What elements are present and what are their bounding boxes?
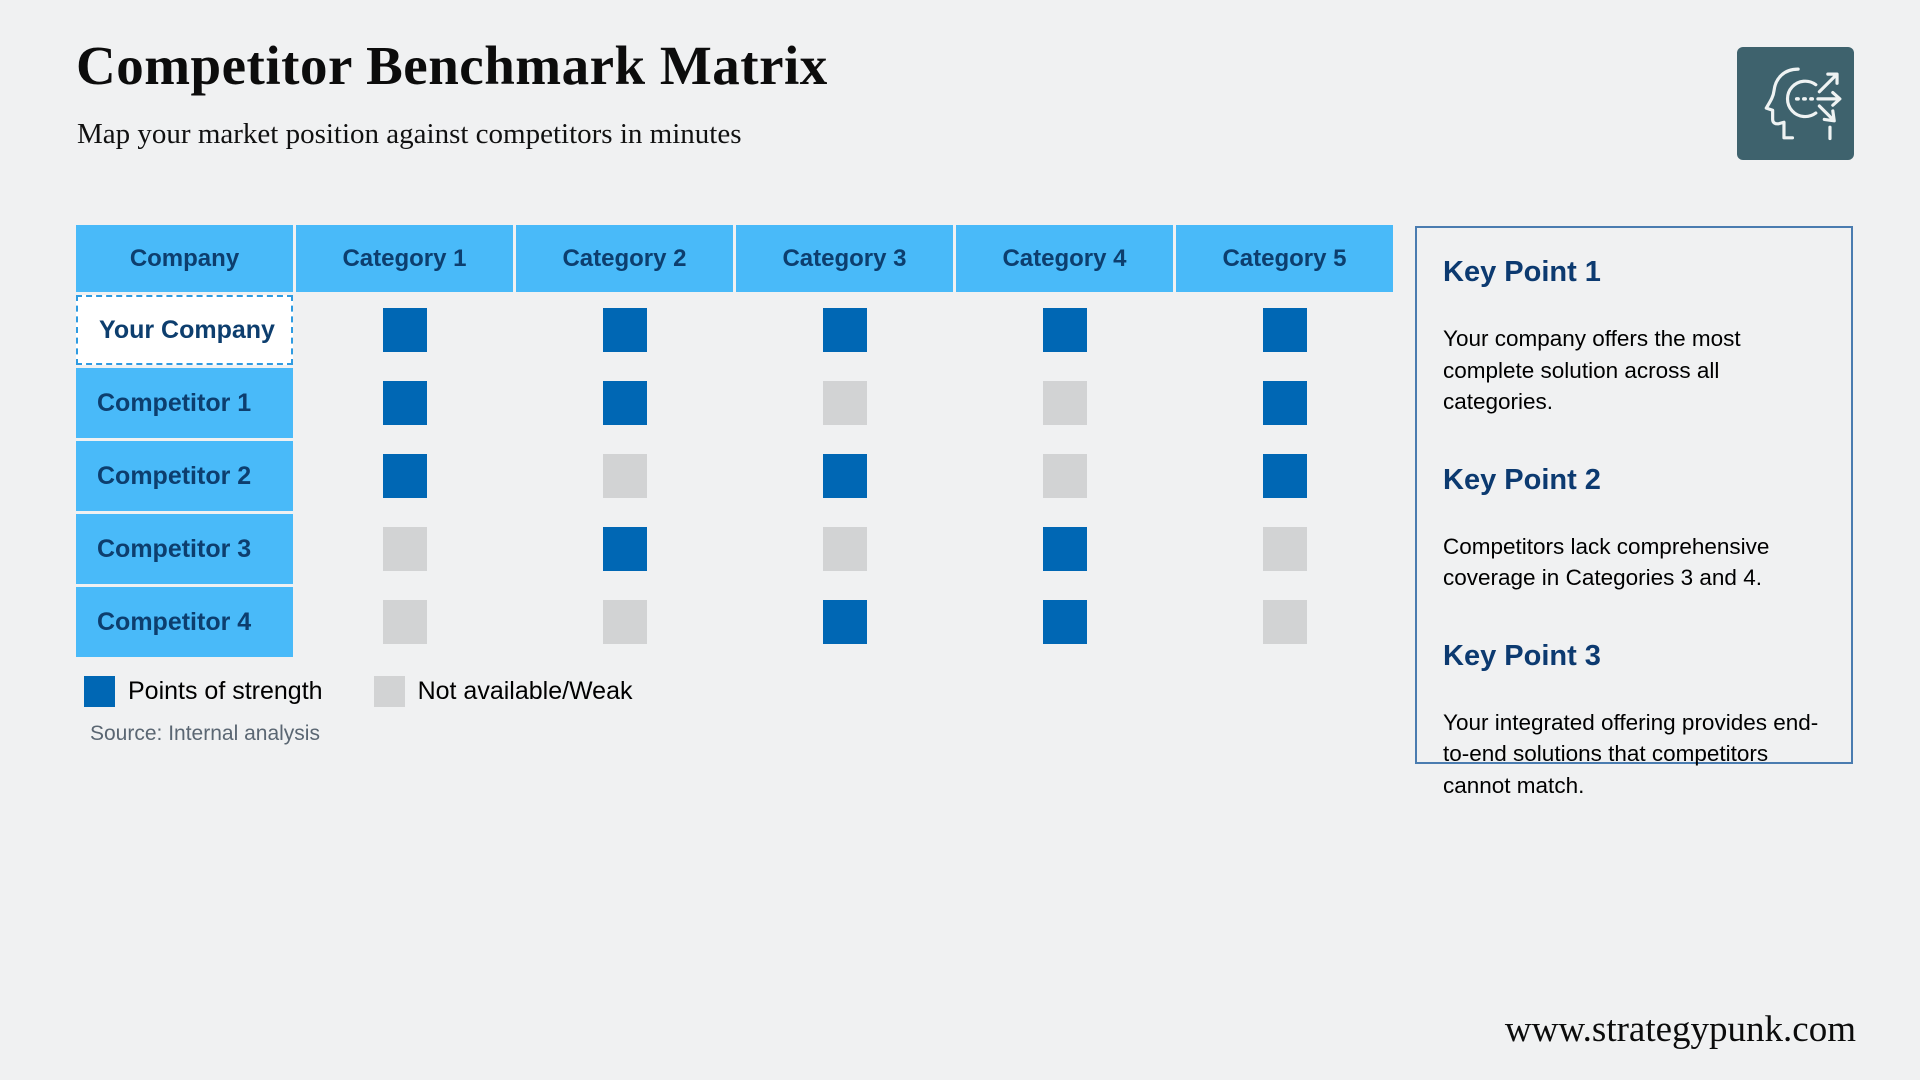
key-point-1-text: Your company offers the most complete so… [1443, 326, 1741, 414]
matrix-cell [736, 368, 953, 438]
matrix-cell [296, 295, 513, 365]
matrix-cell [956, 368, 1173, 438]
strength-marker [1042, 527, 1087, 571]
weak-swatch [373, 676, 405, 707]
matrix-cell [516, 295, 733, 365]
matrix-cell [736, 514, 953, 584]
strength-marker [822, 600, 867, 644]
matrix-cell [736, 295, 953, 365]
key-point-1-heading: Key Point 1 [1443, 256, 1601, 288]
head-arrows-logo-icon [1750, 55, 1842, 152]
benchmark-matrix: Company Category 1 Category 2 Category 3… [76, 225, 1393, 657]
strength-marker [822, 308, 867, 352]
matrix-cell [296, 514, 513, 584]
column-header-category-4: Category 4 [956, 225, 1173, 292]
key-points-panel: Key Point 1 Your company offers the most… [1415, 226, 1853, 798]
strength-marker [822, 381, 867, 425]
strength-marker [1042, 600, 1087, 644]
column-header-category-2: Category 2 [516, 225, 733, 292]
strength-marker [1262, 600, 1307, 644]
page-subtitle: Map your market position against competi… [77, 118, 742, 150]
key-point-3-heading: Key Point 3 [1443, 639, 1601, 672]
matrix-cell [296, 587, 513, 657]
strength-marker [1042, 381, 1087, 425]
strength-marker [602, 527, 647, 571]
legend-weak-label: Not available/Weak [417, 677, 633, 705]
column-header-company: Company [76, 225, 293, 292]
strength-marker [1262, 381, 1307, 425]
row-label-your-company[interactable]: Your Company [76, 295, 293, 365]
column-header-category-5: Category 5 [1176, 225, 1393, 292]
strength-marker [1262, 454, 1307, 498]
matrix-cell [1176, 587, 1393, 657]
legend-strength-label: Points of strength [128, 677, 323, 705]
strength-marker [382, 381, 427, 425]
strength-marker [1262, 527, 1307, 571]
matrix-cell [296, 368, 513, 438]
strength-marker [822, 527, 867, 571]
strength-marker [382, 454, 427, 498]
matrix-cell [956, 441, 1173, 511]
column-header-category-3: Category 3 [736, 225, 953, 292]
matrix-cell [956, 295, 1173, 365]
matrix-cell [516, 441, 733, 511]
strength-marker [602, 454, 647, 498]
row-label-competitor-4: Competitor 4 [76, 587, 293, 657]
strength-marker [382, 308, 427, 352]
strength-marker [602, 308, 647, 352]
row-label-competitor-3: Competitor 3 [76, 514, 293, 584]
key-point-2-text: Competitors lack comprehensive coverage … [1443, 533, 1770, 591]
matrix-cell [736, 587, 953, 657]
strength-marker [822, 454, 867, 498]
matrix-cell [1176, 441, 1393, 511]
matrix-cell [516, 514, 733, 584]
page-title: Competitor Benchmark Matrix [76, 35, 828, 96]
strength-marker [602, 600, 647, 644]
strength-marker [1262, 308, 1307, 352]
key-point-2-heading: Key Point 2 [1443, 463, 1601, 496]
row-label-competitor-2: Competitor 2 [76, 441, 293, 511]
legend-item-strength: Points of strength [84, 676, 323, 707]
matrix-cell [956, 587, 1173, 657]
matrix-cell [516, 368, 733, 438]
matrix-cell [516, 587, 733, 657]
matrix-cell [1176, 514, 1393, 584]
key-point-3-text: Your integrated offering provides end-to… [1443, 709, 1819, 798]
matrix-cell [956, 514, 1173, 584]
strength-marker [1042, 454, 1087, 498]
matrix-cell [736, 441, 953, 511]
strength-marker [382, 600, 427, 644]
matrix-cell [296, 441, 513, 511]
row-label-competitor-1: Competitor 1 [76, 368, 293, 438]
source-note: Source: Internal analysis [90, 722, 320, 745]
strength-swatch [84, 676, 115, 707]
strength-marker [1042, 308, 1087, 352]
matrix-cell [1176, 368, 1393, 438]
matrix-cell [1176, 295, 1393, 365]
brand-logo [1737, 47, 1854, 160]
strength-marker [602, 381, 647, 425]
website-link[interactable]: www.strategypunk.com [1504, 1009, 1856, 1050]
strength-marker [382, 527, 427, 571]
column-header-category-1: Category 1 [296, 225, 513, 292]
legend-item-weak: Not available/Weak [373, 676, 633, 707]
legend: Points of strength Not available/Weak [84, 676, 633, 707]
